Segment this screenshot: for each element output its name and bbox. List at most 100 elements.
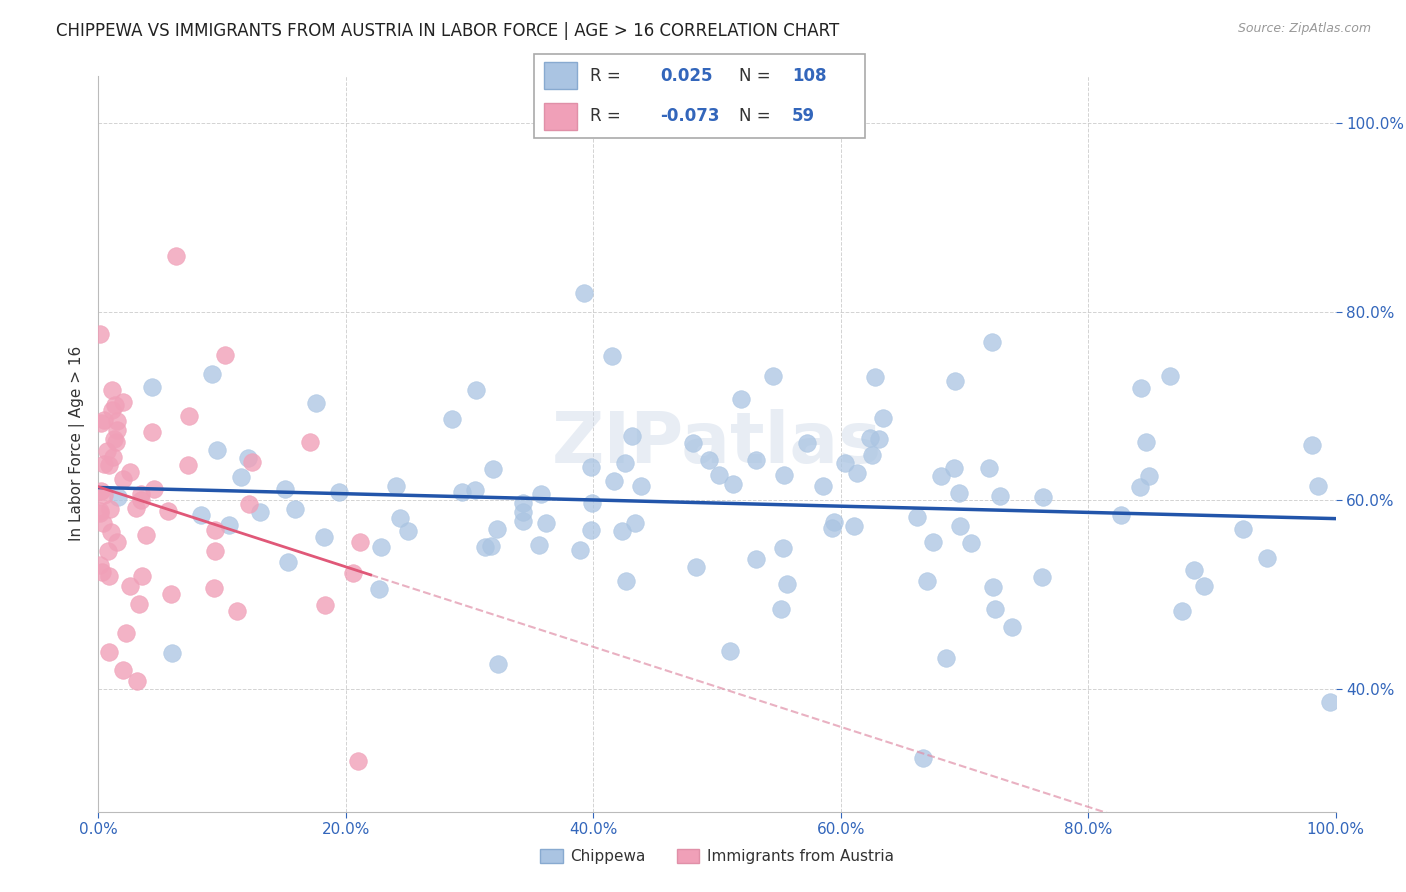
Point — [104, 435, 127, 450]
Point — [298, 434, 321, 449]
Point — [868, 433, 890, 447]
Point — [922, 534, 945, 549]
Point — [101, 383, 124, 397]
Point — [579, 459, 602, 474]
Point — [624, 516, 647, 530]
Point — [93, 457, 115, 471]
Point — [101, 402, 124, 417]
Point — [91, 516, 114, 530]
Point — [141, 425, 163, 439]
Point — [218, 517, 240, 532]
Point — [131, 569, 153, 583]
Point — [579, 523, 602, 537]
Point — [1182, 563, 1205, 577]
Point — [990, 489, 1012, 503]
Point — [450, 485, 472, 500]
Point — [105, 414, 128, 428]
Point — [943, 374, 966, 388]
Point — [723, 477, 745, 491]
Point — [905, 509, 928, 524]
Point — [682, 436, 704, 450]
Point — [385, 479, 408, 493]
Point — [845, 466, 868, 480]
Point — [485, 522, 508, 536]
Y-axis label: In Labor Force | Age > 16: In Labor Force | Age > 16 — [69, 346, 84, 541]
Point — [813, 479, 835, 493]
Point — [872, 411, 894, 425]
Point — [314, 598, 336, 612]
Point — [949, 519, 972, 533]
Point — [190, 508, 212, 522]
Point — [120, 579, 142, 593]
Point — [568, 543, 591, 558]
Point — [201, 368, 224, 382]
Point — [983, 580, 1005, 594]
Point — [284, 501, 307, 516]
Point — [482, 462, 505, 476]
Point — [105, 535, 128, 549]
Point — [111, 663, 134, 677]
Point — [630, 479, 652, 493]
Point — [342, 566, 364, 581]
Point — [89, 327, 111, 342]
Point — [125, 501, 148, 516]
Point — [479, 539, 502, 553]
Point — [115, 625, 138, 640]
Point — [773, 468, 796, 483]
Point — [572, 285, 595, 300]
Point — [718, 644, 741, 658]
Point — [370, 540, 392, 554]
FancyBboxPatch shape — [544, 62, 578, 89]
Point — [614, 574, 637, 588]
Point — [388, 510, 411, 524]
Point — [823, 515, 845, 529]
Point — [1192, 579, 1215, 593]
Point — [98, 569, 121, 583]
Point — [143, 483, 166, 497]
Point — [165, 249, 187, 263]
Point — [141, 379, 163, 393]
Point — [274, 482, 297, 496]
Point — [236, 451, 259, 466]
Point — [527, 538, 550, 552]
Point — [205, 442, 228, 457]
Point — [915, 574, 938, 588]
Point — [730, 392, 752, 406]
Text: 59: 59 — [792, 107, 815, 125]
Point — [1032, 490, 1054, 504]
Point — [162, 646, 184, 660]
Point — [105, 423, 128, 437]
Point — [98, 501, 121, 516]
Point — [1109, 508, 1132, 522]
Point — [600, 349, 623, 363]
Text: CHIPPEWA VS IMMIGRANTS FROM AUSTRIA IN LABOR FORCE | AGE > 16 CORRELATION CHART: CHIPPEWA VS IMMIGRANTS FROM AUSTRIA IN L… — [56, 22, 839, 40]
Point — [1137, 468, 1160, 483]
Point — [120, 466, 142, 480]
Point — [368, 582, 391, 597]
Point — [91, 565, 114, 579]
Point — [204, 523, 226, 537]
Point — [347, 755, 370, 769]
Text: 108: 108 — [792, 67, 827, 85]
Point — [441, 412, 464, 426]
Point — [249, 505, 271, 519]
Point — [912, 751, 935, 765]
Point — [1135, 434, 1157, 449]
Point — [277, 555, 299, 569]
Point — [214, 348, 236, 362]
Point — [530, 487, 553, 501]
Point — [860, 448, 883, 462]
Point — [685, 559, 707, 574]
Point — [863, 370, 886, 384]
Text: -0.073: -0.073 — [659, 107, 720, 125]
Point — [844, 519, 866, 533]
Point — [93, 413, 115, 427]
Point — [107, 491, 129, 505]
Text: N =: N = — [740, 107, 770, 125]
Text: ZIPatlas: ZIPatlas — [553, 409, 882, 478]
Point — [1159, 369, 1181, 384]
Point — [610, 524, 633, 539]
Point — [1129, 480, 1152, 494]
Point — [1232, 522, 1254, 536]
Point — [776, 577, 799, 591]
